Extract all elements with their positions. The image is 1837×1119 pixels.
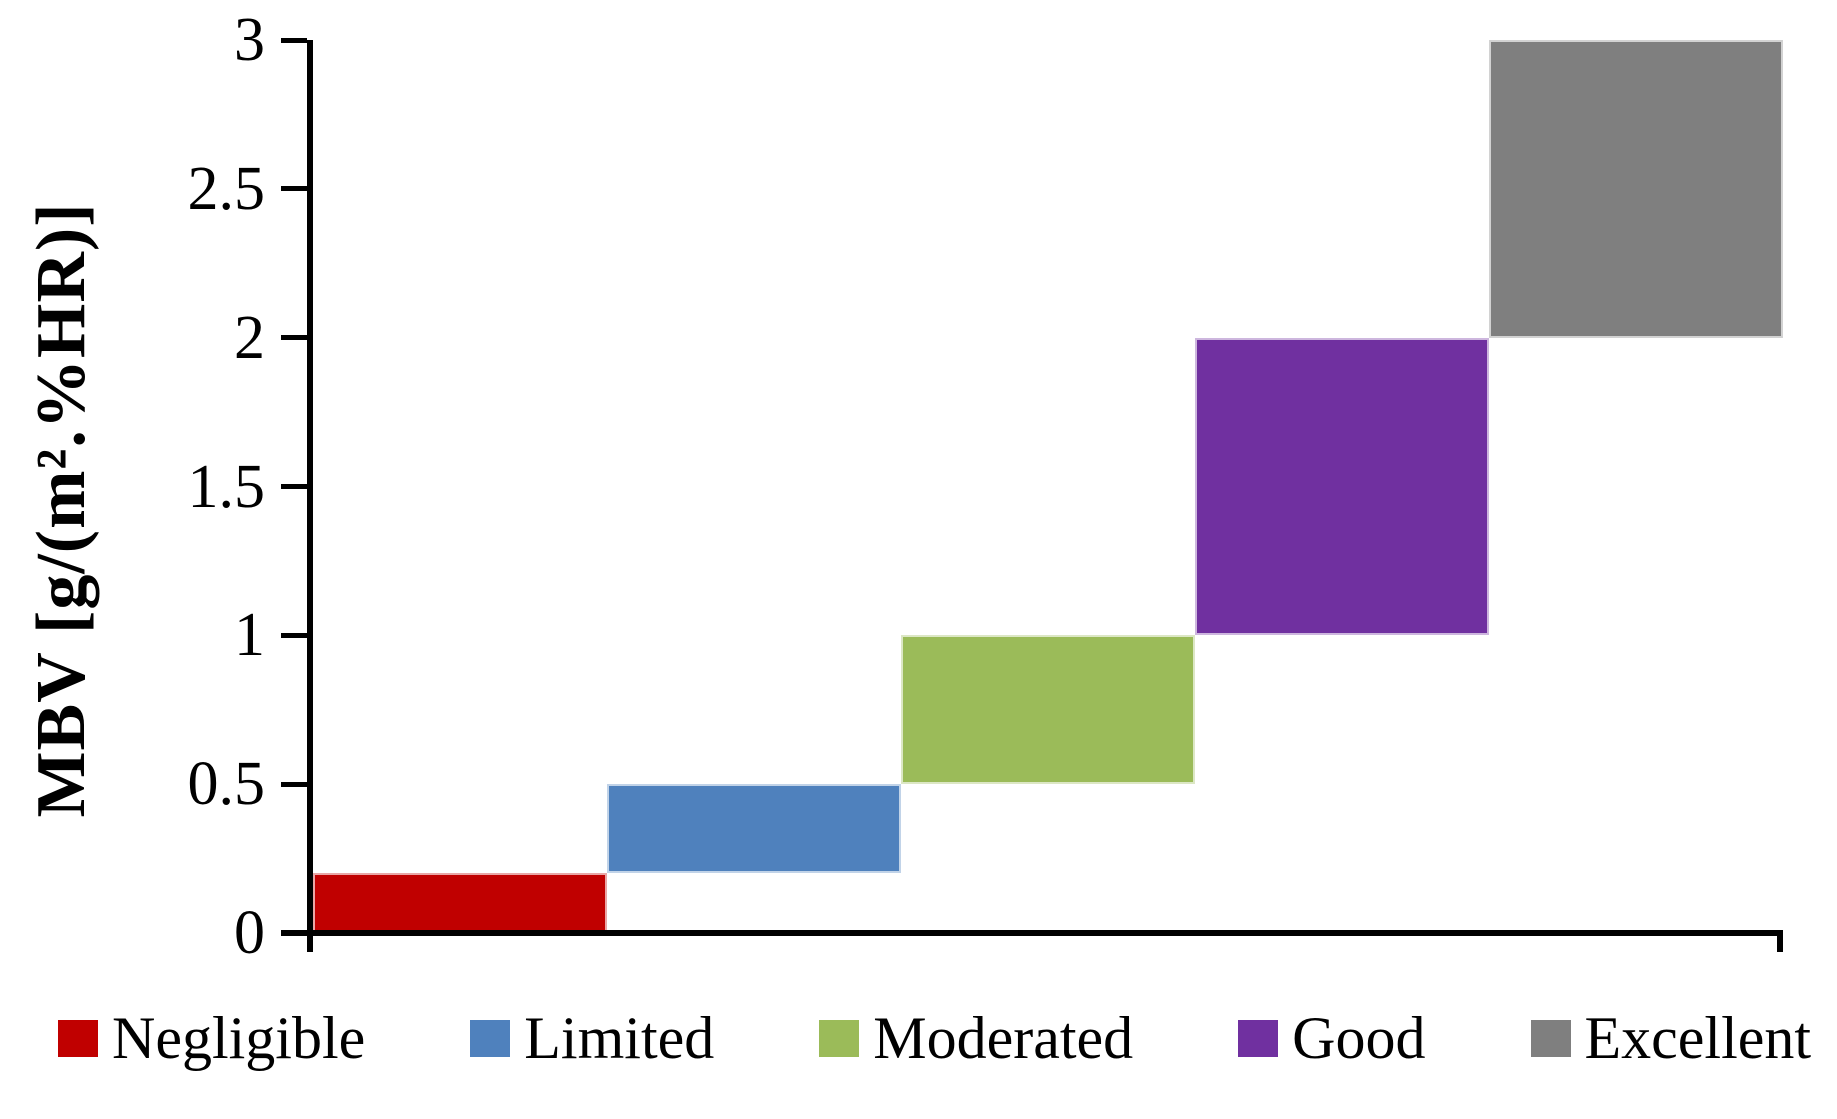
legend-label-moderated: Moderated <box>873 1005 1134 1071</box>
y-tick-label-2: 2 <box>234 303 265 372</box>
legend-swatch-good <box>1238 1019 1279 1057</box>
legend-swatch-moderated <box>819 1019 860 1057</box>
legend-label-good: Good <box>1292 1005 1426 1071</box>
legend-swatch-limited <box>470 1019 511 1057</box>
y-tick-label-3: 3 <box>234 6 265 74</box>
legend-item-excellent: Excellent <box>1530 1005 1812 1071</box>
y-tick-label-1: 1 <box>234 601 265 670</box>
y-tick-1 <box>281 632 307 638</box>
legend-item-negligible: Negligible <box>58 1008 365 1068</box>
range-block-moderated <box>901 635 1195 785</box>
y-tick-0.5 <box>281 781 307 787</box>
y-tick-1.5 <box>281 484 307 489</box>
y-tick-label-0.5: 0.5 <box>187 750 266 819</box>
legend-label-excellent: Excellent <box>1584 1005 1812 1071</box>
legend-swatch-excellent <box>1530 1019 1571 1057</box>
y-tick-label-2.5: 2.5 <box>187 154 266 223</box>
y-tick-label-1.5: 1.5 <box>187 452 266 521</box>
y-tick-0 <box>281 930 307 936</box>
y-tick-2 <box>281 335 307 341</box>
range-block-excellent <box>1489 40 1783 338</box>
legend-label-limited: Limited <box>524 1005 715 1071</box>
legend: Negligible Limited Moderated Good Excellent <box>58 1008 1811 1068</box>
legend-item-good: Good <box>1238 1005 1426 1071</box>
legend-item-moderated: Moderated <box>819 1008 1133 1068</box>
x-axis-end-tick <box>1777 930 1783 952</box>
y-axis <box>307 40 313 952</box>
range-block-limited <box>607 784 901 874</box>
y-tick-label-0: 0 <box>234 899 265 967</box>
x-axis <box>281 930 1783 936</box>
y-axis-label: MBV [g/(m².%HR)] <box>23 202 100 818</box>
range-block-negligible <box>313 873 607 933</box>
y-tick-2.5 <box>281 186 307 192</box>
legend-item-limited: Limited <box>470 1008 714 1068</box>
y-tick-3 <box>281 37 307 43</box>
legend-label-negligible: Negligible <box>112 1005 366 1071</box>
range-block-good <box>1195 337 1489 636</box>
legend-swatch-negligible <box>58 1019 98 1057</box>
